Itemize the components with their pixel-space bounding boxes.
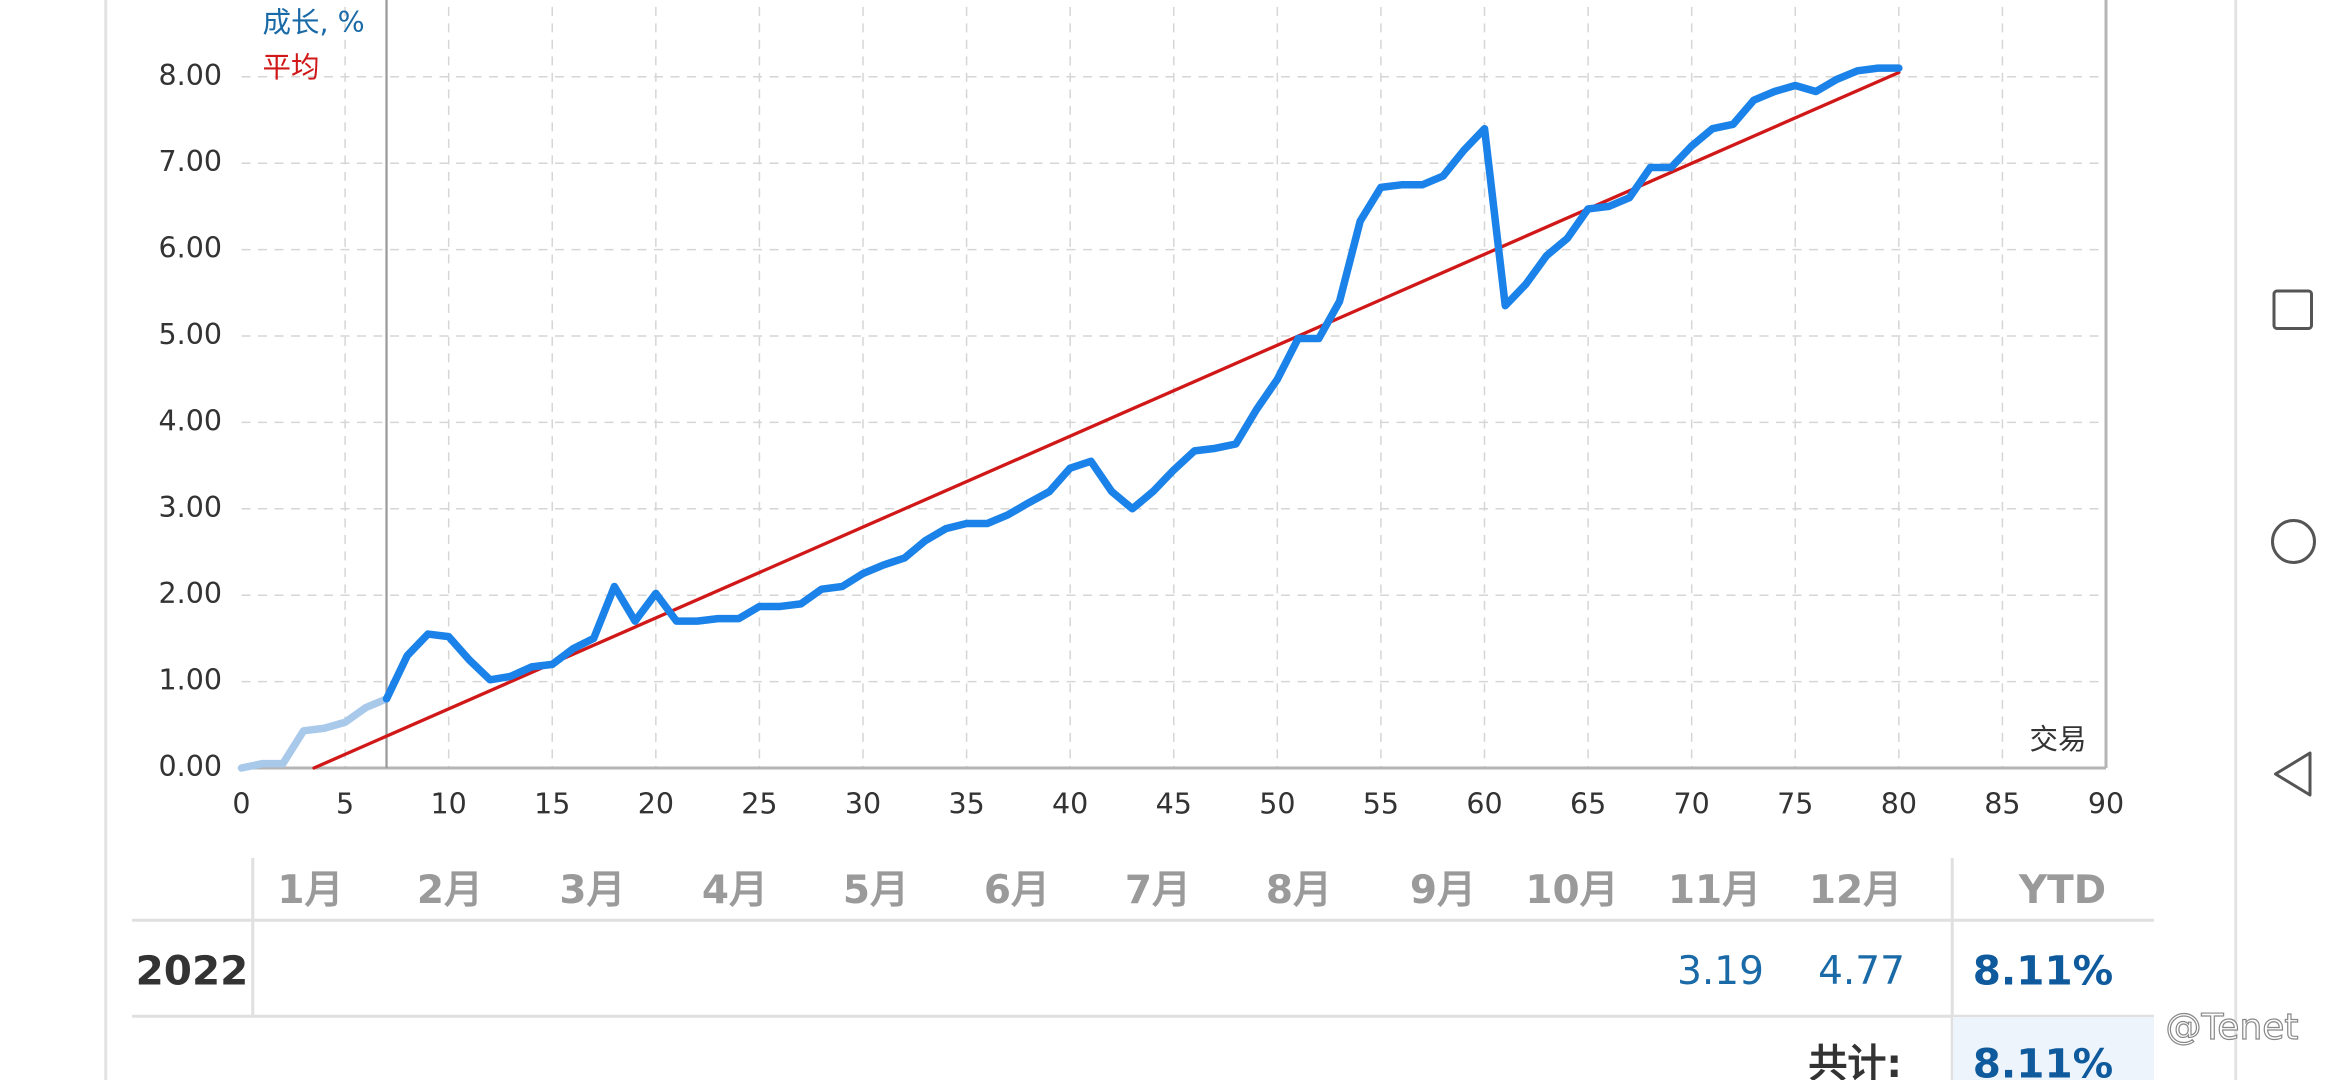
x-tick-label: 80 — [1881, 788, 1917, 821]
y-tick-label: 2.00 — [159, 577, 222, 610]
x-tick-label: 0 — [232, 788, 250, 821]
x-tick-label: 10 — [431, 788, 467, 821]
column-header: 11月 — [1668, 868, 1761, 913]
watermark: @Tenet — [2165, 1007, 2298, 1048]
x-tick-label: 70 — [1674, 788, 1710, 821]
table: 2022 8.11% 共计: 8.11% 1月 2月 3月 4月 5月 6月 7月 8月 9月 1… — [132, 858, 2154, 1080]
y-tick-label: 8.00 — [159, 59, 222, 92]
total-label: 共计: — [1808, 1042, 1902, 1080]
x-tick-label: 50 — [1259, 788, 1295, 821]
x-tick-label: 25 — [741, 788, 777, 821]
column-header: YTD — [2018, 868, 2106, 913]
column-header: 10月 — [1525, 868, 1618, 913]
x-tick-label: 55 — [1363, 788, 1399, 821]
column-header: 7月 — [1125, 868, 1191, 913]
y-tick-label: 7.00 — [159, 145, 222, 178]
y-tick-label: 1.00 — [159, 664, 222, 697]
x-tick-label: 15 — [534, 788, 570, 821]
home-button[interactable] — [2271, 519, 2316, 564]
x-tick-label: 65 — [1570, 788, 1606, 821]
table-cell: 4.77 — [1818, 949, 1905, 994]
x-tick-label: 5 — [336, 788, 354, 821]
series-line — [382, 64, 1903, 703]
chart: 0.00 1.00 2.00 3.00 4.00 5.00 6.00 7.00 8.00 9.00… — [159, 0, 2124, 821]
y-tick-label: 3.00 — [159, 491, 222, 524]
y-tick-label: 9.00 — [159, 0, 222, 5]
x-tick-label: 85 — [1984, 788, 2020, 821]
x-tick-label: 40 — [1052, 788, 1088, 821]
legend-entry: 平均 — [263, 51, 320, 84]
y-tick-label: 0.00 — [159, 750, 222, 783]
column-header: 1月 — [277, 868, 343, 913]
back-button[interactable] — [2274, 751, 2312, 797]
ytd-value: 8.11% — [1973, 947, 2114, 995]
x-axis-label: 交易 — [2029, 723, 2086, 756]
column-header: 6月 — [984, 868, 1050, 913]
column-header: 2月 — [417, 868, 483, 913]
y-tick-label: 4.00 — [159, 404, 222, 437]
y-tick-label: 5.00 — [159, 318, 222, 351]
series-line — [237, 695, 391, 772]
table-cell: 3.19 — [1677, 949, 1764, 994]
x-tick-label: 90 — [2088, 788, 2124, 821]
column-header: 9月 — [1410, 868, 1476, 913]
x-tick-label: 20 — [638, 788, 674, 821]
x-tick-label: 75 — [1777, 788, 1813, 821]
column-header: 3月 — [559, 868, 625, 913]
column-header: 4月 — [702, 868, 768, 913]
x-tick-label: 45 — [1156, 788, 1192, 821]
total-cell-bg — [1953, 1017, 2154, 1080]
column-header: 5月 — [843, 868, 909, 913]
y-tick-label: 6.00 — [159, 232, 222, 265]
column-header: 12月 — [1809, 868, 1902, 913]
column-header: 8月 — [1266, 868, 1332, 913]
total-value: 8.11% — [1973, 1040, 2114, 1080]
row-label: 2022 — [136, 947, 249, 995]
x-tick-label: 60 — [1466, 788, 1502, 821]
x-tick-label: 30 — [845, 788, 881, 821]
recent-apps-button[interactable] — [2272, 289, 2313, 330]
x-tick-label: 35 — [948, 788, 984, 821]
legend-entry: 成长, % — [263, 6, 365, 39]
